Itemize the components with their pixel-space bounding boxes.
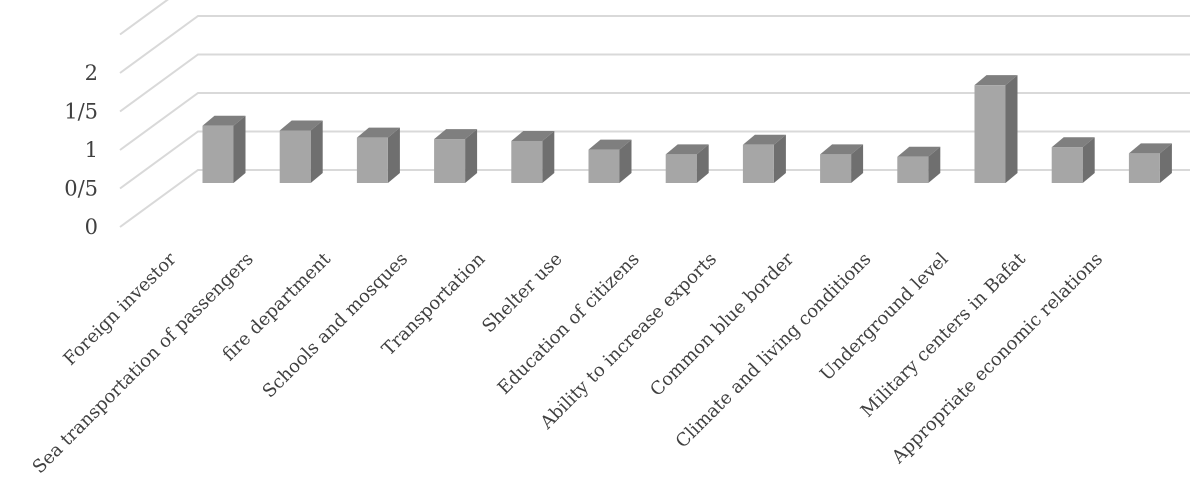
bar: [511, 130, 555, 183]
bar-top: [742, 134, 786, 145]
bar-side: [387, 127, 400, 183]
y-tick-label: 2: [85, 61, 98, 85]
gridline: [119, 15, 1190, 74]
bar-top: [202, 115, 246, 126]
y-tick-label: 1/5: [64, 100, 98, 124]
gridline: [119, 0, 169, 36]
bar: [742, 134, 786, 183]
bar-front: [1051, 147, 1083, 183]
x-tick-label: Military centers in Bafat: [857, 248, 1030, 421]
gridlines: [119, 0, 1190, 228]
bar-top: [356, 127, 400, 138]
gridline: [119, 92, 1190, 151]
bar-front: [974, 85, 1006, 183]
bar-side: [465, 129, 478, 183]
bar-top: [511, 130, 555, 141]
bar: [202, 115, 246, 183]
bar-top: [1128, 143, 1172, 154]
x-tick-label: Schools and mosques: [259, 249, 413, 403]
bar: [665, 144, 709, 183]
x-tick-label: Common blue border: [646, 248, 798, 400]
bar-side: [1005, 75, 1018, 183]
bar-front: [434, 139, 466, 183]
bar-side: [310, 120, 323, 183]
bar-front: [665, 154, 697, 183]
bar: [897, 146, 941, 183]
bar-side: [773, 134, 786, 183]
bar-top: [665, 144, 709, 155]
bar-top: [434, 129, 478, 140]
bar: [1051, 137, 1095, 183]
bar-top: [279, 120, 323, 131]
bar-front: [742, 144, 774, 183]
bar-side: [619, 139, 632, 183]
gridline: [119, 130, 1190, 190]
bar: [434, 129, 478, 183]
bar: [588, 139, 632, 183]
bar-side: [1159, 143, 1172, 183]
bar-front: [202, 125, 234, 183]
bar: [1128, 143, 1172, 183]
bar: [356, 127, 400, 183]
bar-front: [897, 156, 929, 183]
gridline: [119, 53, 1190, 113]
y-tick-label: 1: [85, 138, 98, 162]
bar: [974, 75, 1018, 183]
bar-side: [233, 115, 246, 183]
bar-side: [851, 144, 864, 183]
bars: [202, 75, 1172, 183]
bar-top: [897, 146, 941, 157]
bar-top: [820, 144, 864, 155]
bar-side: [542, 130, 555, 183]
bar-front: [1128, 153, 1160, 183]
bar-front: [511, 140, 543, 183]
bar: [279, 120, 323, 183]
bar-side: [928, 146, 941, 183]
x-tick-label: Underground level: [816, 249, 953, 386]
bar-side: [1082, 137, 1095, 183]
y-tick-label: 0: [85, 215, 98, 239]
y-tick-label: 0/5: [64, 177, 98, 201]
bar-front: [588, 149, 620, 183]
bar-front: [820, 154, 852, 183]
bar-top: [1051, 137, 1095, 148]
bar: [820, 144, 864, 183]
bar-front: [356, 137, 388, 183]
bar-top: [974, 75, 1018, 86]
x-tick-label: Education of citizens: [494, 249, 644, 399]
y-axis-ticks: 0 0/5 1 1/5 2: [64, 61, 98, 239]
bar-side: [696, 144, 709, 183]
bar-top: [588, 139, 632, 150]
bar-front: [279, 130, 311, 183]
